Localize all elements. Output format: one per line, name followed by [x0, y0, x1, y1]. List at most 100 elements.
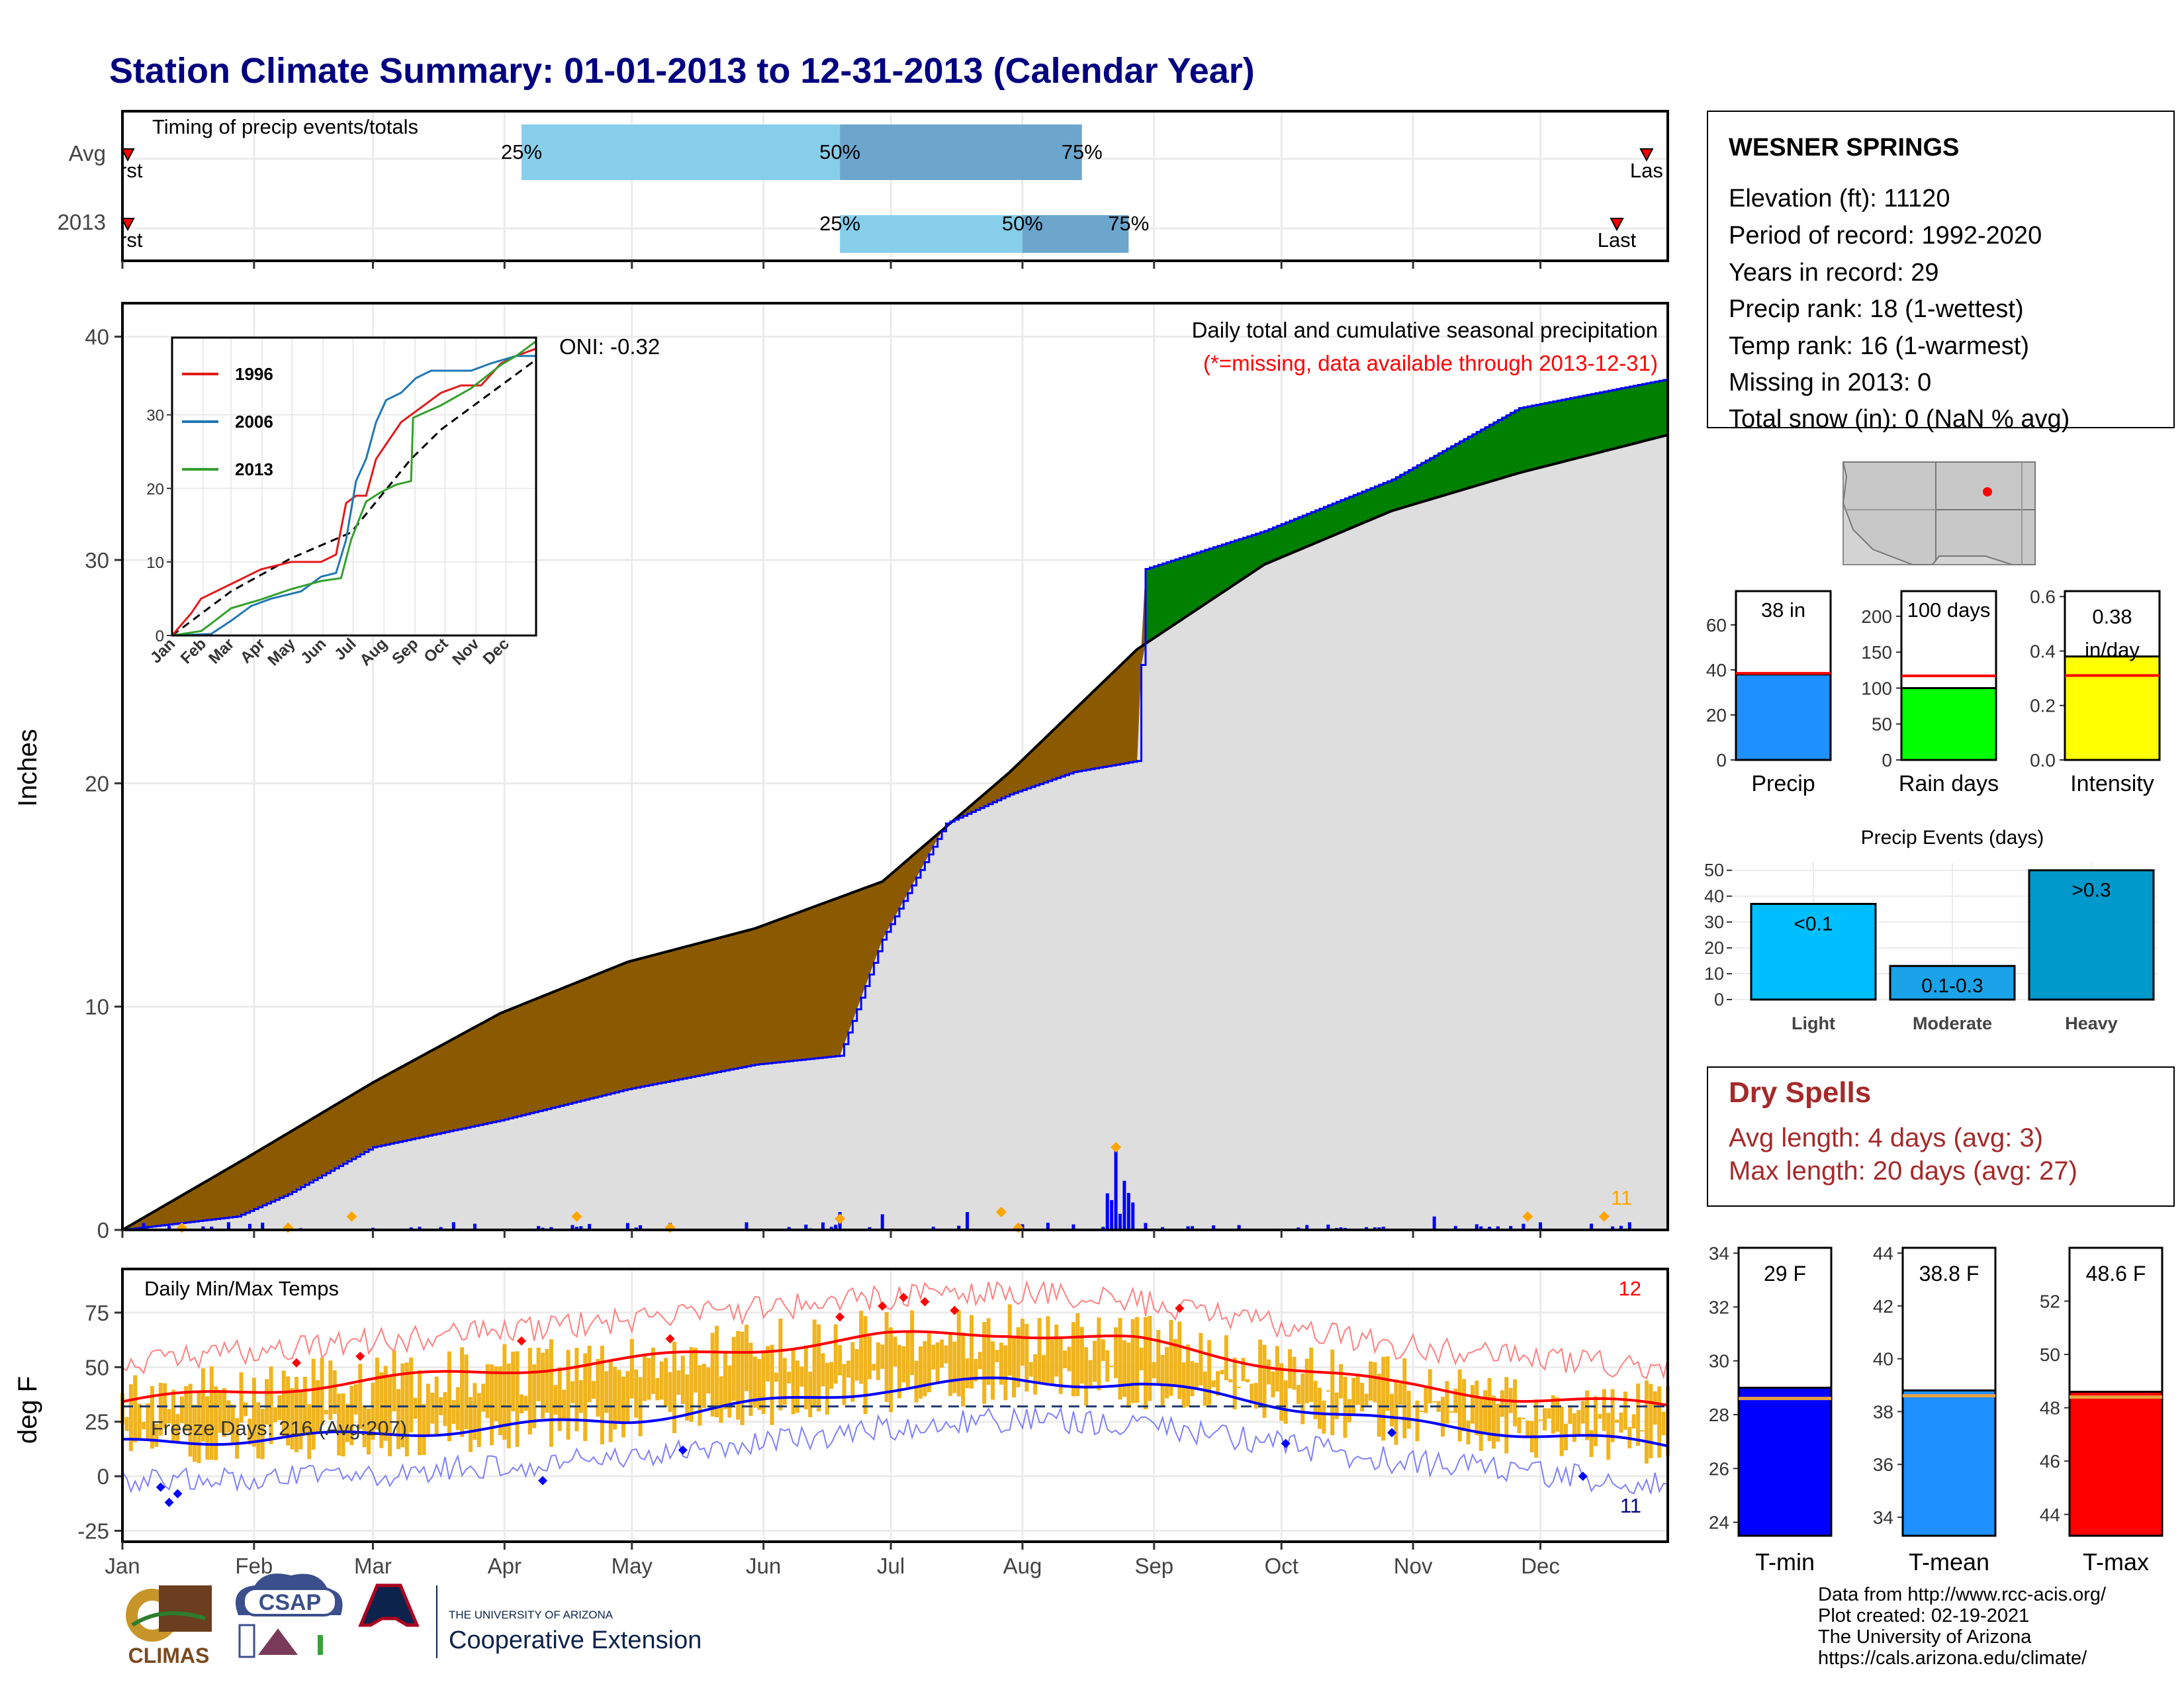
daily-precip-bar: [1101, 1227, 1105, 1230]
events-ytick-label: 0: [1714, 990, 1724, 1009]
inset-line-2006: [171, 355, 536, 637]
daily-temp-bar: [1054, 1324, 1059, 1377]
deficit-area: [954, 569, 1146, 820]
inset-ytick-label: 30: [146, 407, 164, 425]
daily-temp-bar: [260, 1409, 265, 1460]
tempbar-axis-label: T-min: [1755, 1548, 1815, 1575]
daily-temp-bar: [608, 1360, 613, 1442]
daily-temp-bar: [1071, 1322, 1075, 1397]
daily-precip-bar: [142, 1223, 146, 1230]
daily-temp-bar: [1028, 1362, 1033, 1377]
events-bar-light: [1750, 902, 1877, 1001]
daily-temp-bar: [1559, 1406, 1564, 1456]
daily-precip-bar: [1110, 1199, 1114, 1230]
daily-temp-bar: [205, 1396, 210, 1460]
inset-avg-line: [171, 359, 537, 637]
daily-temp-bar: [1126, 1342, 1131, 1408]
daily-temp-bar: [948, 1333, 952, 1396]
daily-temp-bar: [1631, 1414, 1636, 1429]
daily-temp-bar: [578, 1380, 583, 1413]
daily-temp-bar: [1283, 1380, 1288, 1424]
minibar-value-bar: [1900, 686, 1997, 761]
daily-temp-bar: [1258, 1339, 1263, 1405]
precip-ytick-label: 10: [85, 995, 109, 1019]
daily-temp-bar: [460, 1347, 465, 1437]
daily-temp-bar: [1402, 1358, 1407, 1438]
record-low-marker: [173, 1489, 183, 1499]
timing-label-75: 75%: [1062, 140, 1103, 164]
daily-temp-bar: [1568, 1407, 1572, 1425]
tempbar-value-label: 48.6 F: [2086, 1262, 2146, 1286]
minibar-ytick-label: 150: [1861, 642, 1892, 663]
daily-temp-bar: [498, 1366, 502, 1436]
daily-temp-bar: [430, 1392, 435, 1424]
daily-temp-bar: [1216, 1371, 1220, 1396]
csap-logo-text: CSAP: [259, 1590, 321, 1615]
daily-temp-bar: [1487, 1378, 1492, 1442]
daily-temp-bar: [1160, 1354, 1165, 1407]
temp-ytick-label: 25: [85, 1410, 109, 1434]
daily-temp-bar: [1322, 1400, 1326, 1434]
record-high-marker: [950, 1305, 960, 1315]
daily-temp-bar: [265, 1379, 269, 1425]
month-label: May: [612, 1554, 653, 1578]
daily-temp-bar: [1122, 1340, 1126, 1397]
tempbar-ytick-label: 52: [2040, 1291, 2060, 1312]
daily-precip-bar: [821, 1222, 825, 1230]
daily-temp-bar: [209, 1366, 214, 1460]
daily-temp-bar: [880, 1344, 885, 1369]
inset-month-label: Sep: [388, 635, 422, 668]
daily-temp-bar: [371, 1382, 375, 1440]
daily-precip-bar: [1071, 1224, 1075, 1230]
daily-precip-bar: [931, 1227, 935, 1230]
events-category-label: Moderate: [1913, 1013, 1992, 1033]
daily-precip-bar: [1046, 1223, 1050, 1230]
daily-temp-bar: [838, 1344, 842, 1376]
daily-temp-bar: [629, 1338, 634, 1399]
daily-temp-bar: [557, 1367, 562, 1431]
daily-precip-bar: [745, 1222, 749, 1230]
daily-temp-bar: [982, 1322, 987, 1404]
record-precip-marker: [1522, 1211, 1533, 1222]
daily-precip-bar: [1237, 1225, 1241, 1230]
daily-temp-bar: [1547, 1408, 1551, 1419]
daily-temp-bar: [1500, 1390, 1504, 1417]
record-high-marker: [665, 1334, 675, 1344]
daily-temp-bar: [490, 1364, 494, 1446]
daily-temp-bar: [1491, 1395, 1496, 1449]
daily-temp-bar: [158, 1382, 163, 1436]
timing-label: Timing of precip events/totals: [152, 115, 418, 138]
daily-precip-bar: [579, 1226, 583, 1230]
daily-temp-bar: [1224, 1335, 1228, 1381]
daily-temp-bar: [694, 1348, 698, 1393]
daily-temp-bar: [345, 1403, 349, 1442]
daily-temp-bar: [770, 1344, 774, 1425]
temp-count-bottom: 11: [1620, 1494, 1641, 1517]
minibar-value-bar: [1735, 673, 1832, 761]
precip-ytick-label: 40: [85, 325, 109, 350]
daily-temp-bar: [1139, 1347, 1144, 1371]
daily-temp-bar: [1636, 1383, 1641, 1446]
daily-precip-bar: [1305, 1225, 1309, 1230]
daily-temp-bar: [536, 1347, 541, 1401]
daily-temp-bar: [1390, 1393, 1394, 1427]
inset-ytick-label: 20: [146, 481, 164, 498]
csap-logo: CSAP: [235, 1573, 343, 1658]
daily-temp-bar: [944, 1345, 948, 1364]
daily-temp-bar: [719, 1376, 723, 1423]
daily-temp-bar: [1024, 1323, 1029, 1392]
daily-temp-bar: [1504, 1377, 1509, 1454]
daily-temp-bar: [1619, 1412, 1623, 1433]
daily-temp-bar: [1148, 1315, 1152, 1401]
daily-temp-bar: [244, 1402, 248, 1417]
daily-temp-bar: [1640, 1430, 1645, 1432]
credit-line-4: https://cals.arizona.edu/climate/: [1818, 1648, 2087, 1669]
tempbar-value-bar: [2068, 1391, 2163, 1537]
daily-temp-bar: [1572, 1413, 1576, 1442]
daily-temp-bar: [940, 1339, 944, 1368]
daily-temp-bar: [799, 1366, 804, 1387]
inset-month-label: May: [264, 635, 299, 670]
daily-temp-bar: [277, 1395, 282, 1421]
daily-temp-bar: [1267, 1359, 1271, 1385]
